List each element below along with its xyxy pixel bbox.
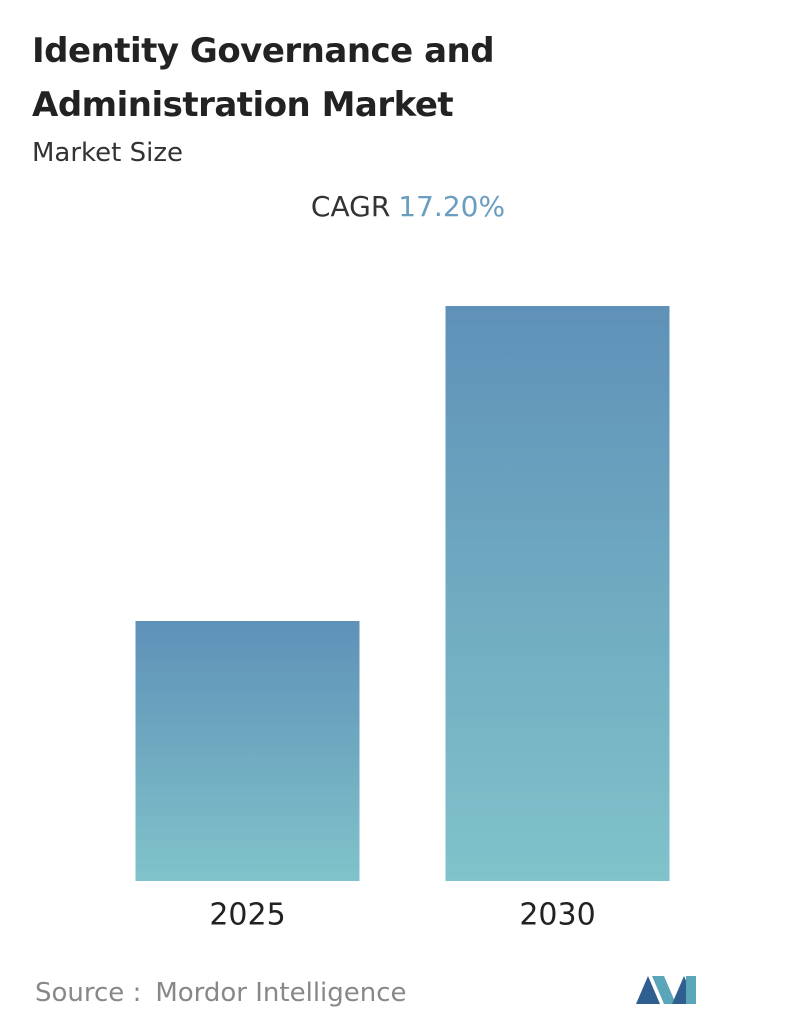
cagr: CAGR 17.20% [0, 190, 796, 223]
logo [636, 976, 696, 1004]
chart-title: Identity Governance and Administration M… [32, 31, 495, 125]
source-label: Source : [35, 978, 142, 1008]
bar [135, 621, 360, 881]
source-name: Mordor Intelligence [155, 978, 407, 1008]
x-tick-label: 2030 [519, 898, 595, 933]
source: Source : Mordor Intelligence [35, 978, 407, 1008]
x-tick-label: 2025 [209, 898, 285, 933]
chart-subtitle: Market Size [32, 138, 184, 168]
bar [445, 306, 670, 881]
cagr-value: 17.20% [398, 190, 506, 223]
cagr-label: CAGR [310, 190, 391, 223]
